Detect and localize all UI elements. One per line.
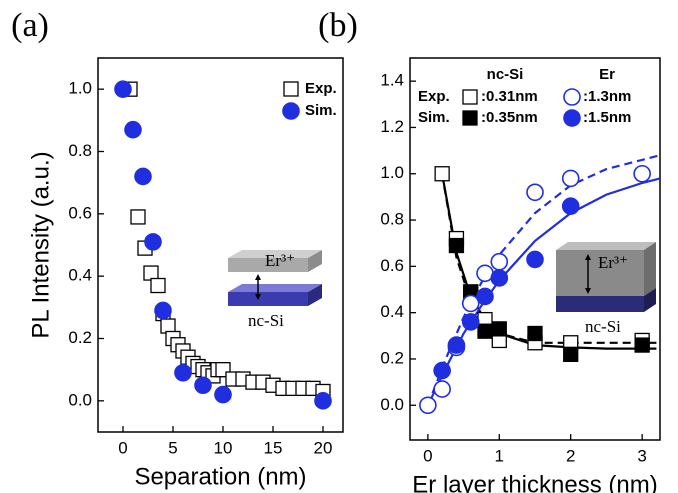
- marker: [461, 294, 480, 313]
- marker: [490, 252, 509, 271]
- legend-header: Er: [599, 66, 615, 83]
- marker: [461, 313, 480, 331]
- y-tick-label: 0.4: [68, 266, 92, 285]
- y-tick-label: 0.6: [380, 256, 404, 275]
- inset-a: [228, 250, 322, 306]
- inset-label: nc-Si: [248, 311, 284, 330]
- y-tick-label: 0.0: [68, 390, 92, 409]
- marker: [214, 385, 232, 404]
- marker: [194, 376, 212, 395]
- y-axis-label: PL Intensity (a.u.): [27, 151, 54, 338]
- y-tick-label: 0.6: [68, 203, 92, 222]
- y-tick-label: 1.0: [68, 79, 92, 98]
- marker: [527, 325, 543, 342]
- legend-label: :1.5nm: [583, 109, 631, 126]
- x-tick-label: 3: [637, 446, 646, 465]
- x-axis-label: Er layer thickness (nm): [412, 471, 657, 493]
- marker: [526, 250, 544, 269]
- x-axis-label: Separation (nm): [134, 463, 306, 490]
- legend-row-label: Sim.: [418, 109, 450, 126]
- y-tick-label: 1.0: [380, 163, 404, 182]
- fit-line: [441, 173, 657, 350]
- marker: [563, 88, 581, 106]
- x-tick-label: 15: [264, 438, 283, 457]
- y-tick-label: 0.8: [68, 141, 92, 160]
- marker: [477, 323, 493, 339]
- y-tick-label: 0.8: [380, 210, 404, 229]
- marker: [130, 209, 146, 225]
- marker: [419, 396, 437, 415]
- marker: [462, 89, 478, 105]
- plot-frame: [97, 57, 344, 433]
- marker: [561, 197, 580, 215]
- x-tick-label: 5: [168, 438, 177, 457]
- x-tick-label: 0: [118, 438, 127, 457]
- panel-label: (b): [318, 7, 358, 44]
- plot-frame: [409, 57, 661, 441]
- marker: [476, 287, 494, 306]
- marker: [434, 166, 450, 182]
- legend-label: Exp.: [305, 80, 337, 97]
- marker: [462, 110, 478, 126]
- marker: [174, 363, 192, 382]
- legend-label: :0.31nm: [481, 88, 538, 105]
- marker: [282, 102, 300, 120]
- legend-label: :0.35nm: [481, 109, 538, 126]
- legend-header: nc-Si: [487, 66, 524, 83]
- legend-row-label: Exp.: [418, 88, 450, 105]
- inset-label: Er³⁺: [265, 251, 295, 270]
- panel-label: (a): [11, 7, 49, 44]
- marker: [633, 164, 651, 183]
- marker: [134, 167, 152, 186]
- marker: [283, 81, 299, 97]
- legend-label: Sim.: [305, 102, 337, 119]
- marker: [447, 336, 466, 354]
- marker: [563, 346, 579, 362]
- y-tick-label: 1.4: [380, 71, 404, 90]
- inset-label: Er³⁺: [598, 253, 628, 272]
- y-tick-label: 0.2: [68, 328, 92, 347]
- legend-label: :1.3nm: [583, 88, 631, 105]
- y-tick-label: 0.4: [380, 302, 404, 321]
- x-tick-label: 10: [214, 438, 233, 457]
- x-tick-label: 2: [566, 446, 575, 465]
- fit-line: [441, 173, 657, 344]
- marker: [491, 321, 507, 337]
- marker: [526, 183, 544, 202]
- x-tick-label: 0: [423, 446, 432, 465]
- marker: [448, 237, 465, 254]
- inset-b: [556, 242, 656, 312]
- marker: [433, 361, 451, 380]
- y-tick-label: 0.0: [380, 395, 404, 414]
- marker: [561, 169, 580, 188]
- marker: [563, 109, 581, 127]
- marker: [490, 269, 509, 287]
- marker: [634, 337, 650, 353]
- y-tick-label: 1.2: [380, 117, 404, 136]
- y-tick-label: 0.2: [380, 348, 404, 367]
- x-tick-label: 20: [314, 438, 333, 457]
- marker: [154, 301, 172, 320]
- marker: [314, 392, 332, 410]
- inset-label: nc-Si: [585, 317, 621, 336]
- x-tick-label: 1: [495, 446, 504, 465]
- marker: [124, 120, 142, 139]
- marker: [433, 380, 451, 398]
- marker: [144, 233, 162, 251]
- marker: [114, 80, 132, 98]
- marker: [150, 277, 166, 294]
